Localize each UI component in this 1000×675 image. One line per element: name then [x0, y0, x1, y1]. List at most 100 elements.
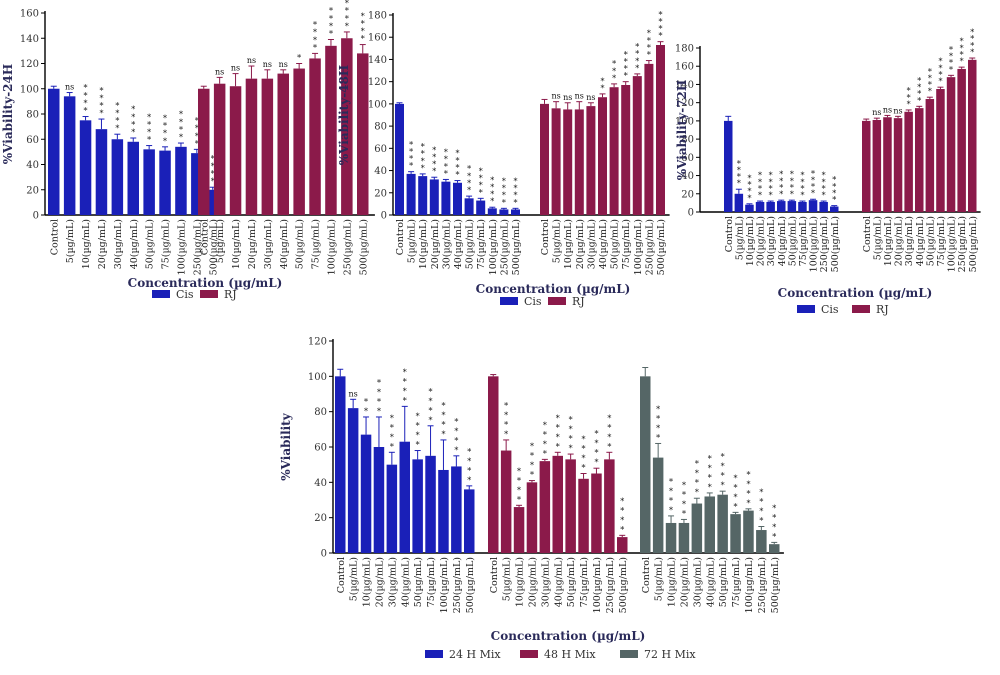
significance-label: * * * *: [543, 421, 547, 459]
category-label: 30(µg/mL): [263, 219, 274, 269]
significance-label: ns: [563, 93, 572, 102]
category-label: 5(µg/mL): [215, 219, 226, 263]
category-label: 40(µg/mL): [453, 219, 464, 269]
y-tick-label: 0: [381, 211, 387, 222]
category-label: 40(µg/mL): [777, 216, 788, 266]
category-label: Control: [199, 219, 210, 255]
bar: [488, 376, 499, 553]
category-label: 50(µg/mL): [718, 557, 729, 607]
bar: [373, 447, 385, 553]
bar: [915, 108, 924, 212]
significance-label: * * * *: [409, 140, 413, 170]
category-label: 75(µg/mL): [311, 219, 322, 269]
bar: [574, 109, 584, 215]
significance-label: * * * *: [737, 159, 741, 188]
y-tick-label: 140: [368, 55, 387, 66]
significance-label: * * * *: [390, 414, 394, 452]
legend-swatch: [548, 297, 566, 305]
y-tick-label: 120: [20, 59, 39, 70]
significance-label: ns: [872, 108, 881, 117]
y-tick-label: 40: [314, 478, 327, 489]
bar: [936, 89, 945, 212]
bar: [451, 466, 462, 553]
significance-label: *: [297, 54, 301, 63]
significance-label: * * * *: [329, 7, 333, 39]
category-label: 40(µg/mL): [129, 219, 140, 269]
bar: [946, 77, 956, 213]
bar: [563, 109, 573, 215]
category-label: Control: [724, 216, 735, 252]
significance-label: * * * *: [441, 401, 445, 439]
category-label: 30(µg/mL): [387, 557, 398, 607]
legend-swatch: [852, 305, 870, 313]
category-label: Control: [641, 557, 652, 593]
bar: [862, 120, 871, 212]
bar: [425, 455, 436, 553]
category-label: 100(µg/mL): [947, 216, 958, 272]
category-label: 10(µg/mL): [515, 557, 526, 607]
significance-label: ns: [65, 83, 74, 92]
significance-label: * * * *: [656, 405, 660, 443]
y-axis-title: %Viability-24H: [1, 64, 15, 164]
bar: [293, 68, 305, 215]
bar: [734, 193, 744, 212]
category-label: 30(µg/mL): [540, 557, 551, 607]
category-label: 30(µg/mL): [441, 219, 452, 269]
significance-label: * * * *: [517, 467, 521, 505]
significance-label: * * * *: [504, 401, 508, 439]
y-tick-label: 160: [20, 9, 39, 20]
category-label: 40(µg/mL): [279, 219, 290, 269]
significance-label: * * * *: [556, 414, 560, 452]
x-axis-title: Concentration (µg/mL): [476, 282, 631, 296]
bar: [578, 478, 589, 553]
category-label: 20(µg/mL): [575, 219, 586, 269]
bar: [441, 181, 451, 215]
category-label: 250(µg/mL): [342, 219, 353, 275]
category-label: 75(µg/mL): [936, 216, 947, 266]
bar: [499, 209, 509, 215]
significance-label: * * * *: [682, 481, 686, 519]
category-label: 100(µg/mL): [809, 216, 820, 272]
y-tick-label: 80: [374, 122, 387, 133]
significance-label: * * * *: [502, 177, 506, 207]
category-label: 5(µg/mL): [349, 557, 360, 601]
y-tick-label: 0: [321, 549, 327, 560]
category-label: 75(µg/mL): [731, 557, 742, 607]
bar: [540, 103, 549, 215]
bar: [565, 459, 576, 553]
category-label: 30(µg/mL): [113, 219, 124, 269]
significance-label: * * * *: [695, 460, 699, 498]
y-axis-title: %Viability-48H: [337, 65, 351, 165]
significance-label: ns: [551, 92, 560, 101]
category-label: 100(µg/mL): [439, 557, 450, 613]
category-label: 500(µg/mL): [770, 557, 781, 613]
category-label: 10(µg/mL): [231, 219, 242, 269]
bar: [341, 38, 353, 215]
category-label: 40(µg/mL): [400, 557, 411, 607]
category-label: 100(µg/mL): [592, 557, 603, 613]
legend-label: Cis: [821, 303, 839, 316]
bar: [551, 108, 561, 215]
category-label: 75(µg/mL): [579, 557, 590, 607]
bar: [526, 482, 538, 553]
bar: [175, 146, 187, 215]
bar: [769, 544, 780, 553]
significance-label: * * * *: [790, 170, 794, 199]
significance-label: * * * *: [377, 378, 381, 416]
significance-label: * * * *: [759, 488, 763, 526]
bar: [552, 455, 563, 553]
category-label: 30(µg/mL): [692, 557, 703, 607]
category-label: 50(µg/mL): [787, 216, 798, 266]
significance-label: * * * *: [479, 167, 483, 197]
bar: [429, 179, 439, 215]
category-label: 75(µg/mL): [476, 219, 487, 269]
category-label: 50(µg/mL): [145, 219, 156, 269]
bar: [883, 117, 892, 212]
category-label: 250(µg/mL): [957, 216, 968, 272]
bar: [487, 208, 497, 215]
bar: [609, 87, 619, 215]
y-tick-label: 80: [26, 110, 39, 121]
significance-label: * * * *: [416, 412, 420, 450]
category-label: 100(µg/mL): [176, 219, 187, 275]
